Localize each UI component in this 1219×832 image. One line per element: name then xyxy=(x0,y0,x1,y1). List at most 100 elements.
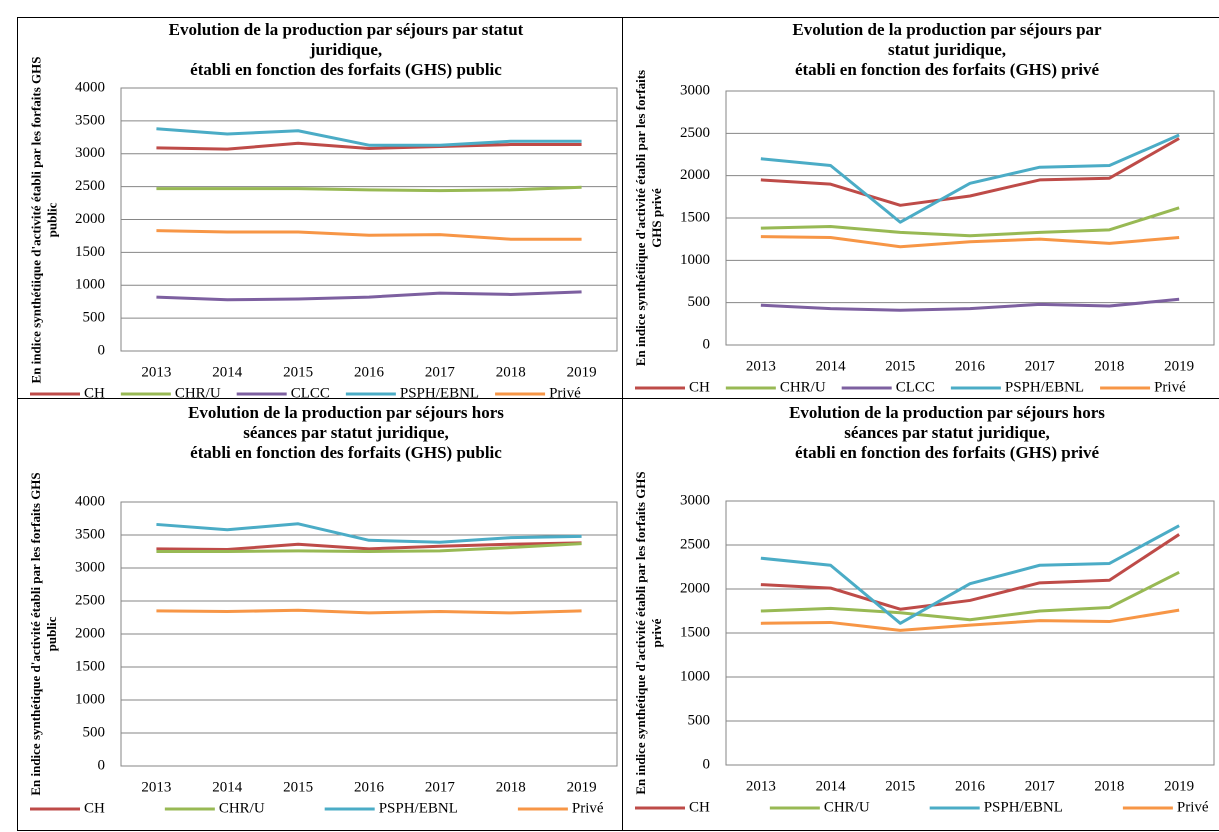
legend-label: Privé xyxy=(1154,379,1186,395)
legend-label: CHR/U xyxy=(824,799,870,815)
x-tick-label: 2015 xyxy=(885,358,915,374)
x-tick-label: 2013 xyxy=(141,364,171,380)
x-tick-label: 2013 xyxy=(746,778,776,794)
x-tick-label: 2014 xyxy=(212,364,243,380)
chart: 0 500 1000 1500 2000 2500 3000 2013 2014 2015 2016… xyxy=(635,82,1215,395)
legend-label: CHR/U xyxy=(175,385,221,399)
data-line xyxy=(156,185,582,193)
x-tick-label: 2014 xyxy=(816,778,847,794)
y-tick-label: 2500 xyxy=(75,178,105,194)
y-tick-label: 2000 xyxy=(75,211,105,227)
data-line xyxy=(760,235,1180,249)
y-tick-label: 2000 xyxy=(680,167,710,183)
y-tick-label: 2500 xyxy=(680,125,710,141)
x-tick-label: 2019 xyxy=(1164,358,1194,374)
x-tick-label: 2019 xyxy=(567,779,597,795)
y-tick-label: 0 xyxy=(703,756,711,772)
y-tick-label: 500 xyxy=(688,712,711,728)
y-tick-label: 1500 xyxy=(75,244,105,260)
x-tick-label: 2015 xyxy=(283,779,313,795)
y-tick-label: 2000 xyxy=(75,625,105,641)
legend-label: Privé xyxy=(572,800,604,816)
x-tick-label: 2013 xyxy=(746,358,776,374)
y-tick-label: 1000 xyxy=(680,252,710,268)
y-tick-label: 500 xyxy=(688,294,711,310)
y-axis-title: En indice synthétique d'activité établi … xyxy=(28,472,59,796)
legend-label: CLCC xyxy=(291,385,330,399)
legend-label: CH xyxy=(84,385,105,399)
y-tick-label: 0 xyxy=(98,757,106,773)
chart-panel: 0 500 1000 1500 2000 2500 3000 2013 2014 2015 2016… xyxy=(622,398,1219,831)
y-tick-label: 1000 xyxy=(75,691,105,707)
x-tick-label: 2016 xyxy=(955,358,986,374)
data-line xyxy=(156,542,582,553)
y-tick-label: 1500 xyxy=(680,209,710,225)
y-tick-label: 1500 xyxy=(680,624,710,640)
plot-area xyxy=(725,90,1215,346)
x-tick-label: 2018 xyxy=(496,779,526,795)
y-tick-label: 2000 xyxy=(680,580,710,596)
legend-label: CH xyxy=(689,379,710,395)
x-tick-label: 2017 xyxy=(1025,778,1056,794)
y-axis-title: En indice synthétiique d'activité établi… xyxy=(28,56,59,383)
chart-panel: 0 500 1000 1500 2000 2500 3000 3500 4000 2013 2014… xyxy=(17,398,623,831)
chart-panel: 0 500 1000 1500 2000 2500 3000 2013 2014 2015 2016… xyxy=(622,17,1219,399)
data-line xyxy=(156,608,582,615)
legend-label: Privé xyxy=(549,385,581,399)
y-tick-label: 3500 xyxy=(75,112,105,128)
x-tick-label: 2013 xyxy=(141,779,171,795)
data-line xyxy=(760,133,1180,224)
legend-label: CH xyxy=(689,799,710,815)
data-line xyxy=(156,141,582,151)
x-tick-label: 2015 xyxy=(283,364,313,380)
x-tick-label: 2019 xyxy=(567,364,597,380)
data-line xyxy=(156,229,582,241)
legend-label: CLCC xyxy=(896,379,935,395)
y-tick-label: 500 xyxy=(83,724,106,740)
data-line xyxy=(760,206,1180,238)
y-tick-label: 1000 xyxy=(75,277,105,293)
x-tick-label: 2018 xyxy=(496,364,526,380)
x-tick-label: 2016 xyxy=(354,779,385,795)
y-axis-title: En indice synthétique d'activité établi … xyxy=(633,471,664,795)
y-tick-label: 2500 xyxy=(75,592,105,608)
legend-label: CHR/U xyxy=(219,800,265,816)
x-tick-label: 2019 xyxy=(1164,778,1194,794)
chart: 0 500 1000 1500 2000 2500 3000 3500 4000 2013 2014… xyxy=(30,493,618,816)
legend-label: CHR/U xyxy=(780,379,826,395)
x-tick-label: 2017 xyxy=(425,364,456,380)
x-tick-label: 2015 xyxy=(885,778,915,794)
data-line xyxy=(760,524,1180,625)
chart-panel: 0 500 1000 1500 2000 2500 3000 3500 4000 2013 2014… xyxy=(17,17,623,399)
y-tick-label: 1500 xyxy=(75,658,105,674)
data-line xyxy=(760,570,1180,622)
chart-title: Evolution de la production par séjours h… xyxy=(188,403,504,462)
chart-title: Evolution de la production par séjours p… xyxy=(168,20,524,79)
chart: 0 500 1000 1500 2000 2500 3000 3500 4000 2013 2014… xyxy=(30,79,618,399)
y-tick-label: 3000 xyxy=(75,559,105,575)
plot-area xyxy=(725,500,1215,766)
x-tick-label: 2018 xyxy=(1094,358,1124,374)
y-tick-label: 0 xyxy=(98,342,106,358)
chart: 0 500 1000 1500 2000 2500 3000 2013 2014 2015 2016… xyxy=(635,492,1215,815)
y-tick-label: 3500 xyxy=(75,526,105,542)
legend-label: CH xyxy=(84,800,105,816)
x-tick-label: 2016 xyxy=(354,364,385,380)
data-line xyxy=(760,608,1180,632)
x-tick-label: 2018 xyxy=(1094,778,1124,794)
y-tick-label: 1000 xyxy=(680,668,710,684)
data-line xyxy=(760,297,1180,312)
x-tick-label: 2017 xyxy=(425,779,456,795)
legend-label: PSPH/EBNL xyxy=(379,800,458,816)
legend-label: Privé xyxy=(1177,799,1209,815)
legend-label: PSPH/EBNL xyxy=(1005,379,1084,395)
y-tick-label: 4000 xyxy=(75,493,105,509)
x-tick-label: 2017 xyxy=(1025,358,1056,374)
plot-area xyxy=(120,87,618,352)
plot-area xyxy=(120,501,618,767)
data-line xyxy=(156,127,582,147)
y-tick-label: 3000 xyxy=(680,82,710,98)
y-tick-label: 2500 xyxy=(680,536,710,552)
data-line xyxy=(760,533,1180,611)
